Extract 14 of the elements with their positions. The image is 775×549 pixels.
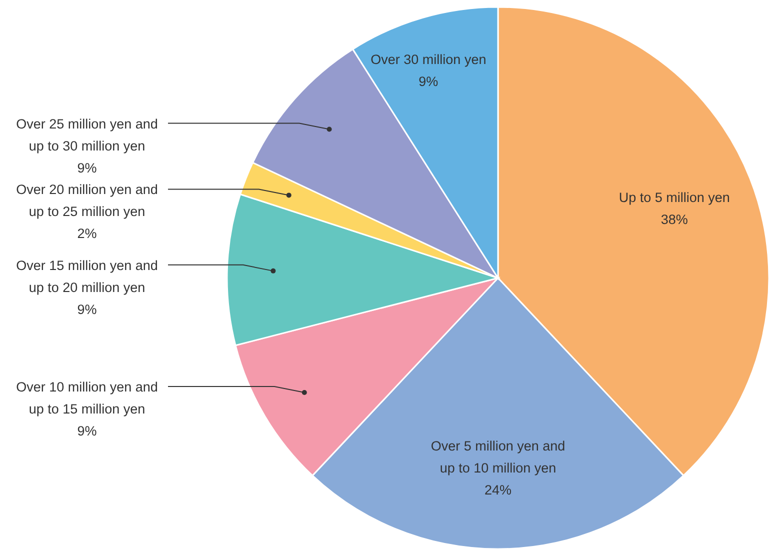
- data-label: 9%: [77, 301, 97, 316]
- data-label: 9%: [77, 160, 97, 175]
- slice-label: Over 30 million yen: [370, 51, 486, 66]
- slice-label: Over 25 million yen and up to 30 million yen: [16, 116, 158, 153]
- slice-label: Over 5 million yen and up to 10 million yen: [430, 438, 566, 476]
- slice-label: Up to 5 million yen: [618, 190, 730, 205]
- data-label: 9%: [77, 423, 97, 438]
- slice-label: Over 20 million yen and up to 25 million yen: [16, 182, 158, 219]
- data-label: 9%: [418, 73, 438, 88]
- data-label: 24%: [484, 482, 512, 498]
- slice-label: Over 15 million yen and up to 20 million yen: [16, 257, 158, 294]
- data-label: 38%: [660, 212, 688, 227]
- data-label: 2%: [77, 226, 97, 241]
- slice-label: Over 10 million yen and up to 15 million yen: [16, 379, 158, 416]
